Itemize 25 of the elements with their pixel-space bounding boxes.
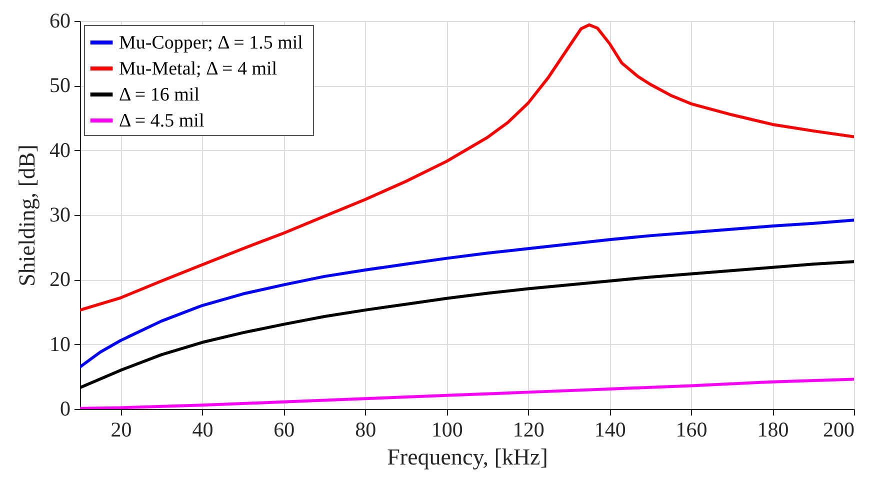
x-axis-title: Frequency, [kHz] [387,444,548,470]
y-tick-label: 10 [50,332,70,356]
y-tick-label: 50 [50,73,70,98]
x-tick-label: 120 [512,418,544,442]
legend-label: Δ = 16 mil [119,84,200,106]
y-tick-label: 40 [50,138,70,162]
line-series [80,260,854,390]
line-series [80,218,854,368]
x-tick-label: 20 [110,418,132,442]
y-tick-label: 30 [50,202,70,226]
x-tick-label: 60 [274,418,295,442]
y-tick-label: 0 [60,396,70,420]
legend-label: Mu-Metal; Δ = 4 mil [119,58,278,80]
x-tick-label: 80 [355,418,376,442]
x-tick-label: 40 [192,418,214,442]
x-tick-label: 180 [757,418,789,442]
x-tick-label: 140 [594,418,626,442]
x-tick-label: 100 [431,418,463,442]
legend-label: Δ = 4.5 mil [119,110,204,132]
x-tick-label: 160 [676,418,708,442]
y-tick-label: 20 [50,267,70,292]
legend-label: Mu-Copper; Δ = 1.5 mil [119,32,303,54]
y-axis-title: Shielding, [dB] [14,144,40,286]
x-tick-label: 200 [823,418,854,442]
y-tick-label: 60 [50,8,70,32]
